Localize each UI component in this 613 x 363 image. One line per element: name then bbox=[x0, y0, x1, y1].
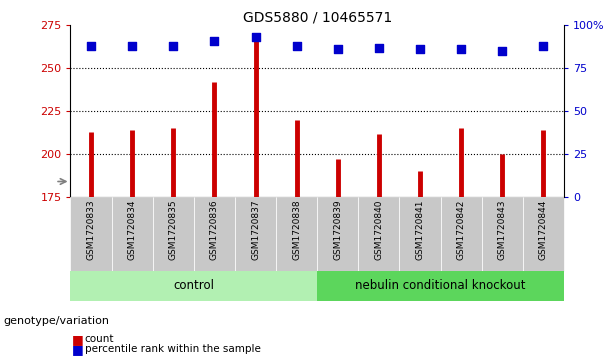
Text: GSM1720833: GSM1720833 bbox=[86, 199, 96, 260]
Bar bbox=[482, 197, 523, 271]
Bar bbox=[153, 197, 194, 271]
Point bbox=[251, 34, 261, 40]
Bar bbox=[523, 197, 564, 271]
Text: percentile rank within the sample: percentile rank within the sample bbox=[85, 344, 261, 354]
Text: genotype/variation: genotype/variation bbox=[3, 316, 109, 326]
Text: control: control bbox=[173, 280, 215, 293]
Text: GSM1720842: GSM1720842 bbox=[457, 199, 466, 260]
Point bbox=[292, 43, 302, 49]
Text: ■: ■ bbox=[72, 343, 84, 356]
Point bbox=[497, 48, 507, 54]
Bar bbox=[441, 197, 482, 271]
Point bbox=[538, 43, 548, 49]
Text: GSM1720839: GSM1720839 bbox=[333, 199, 342, 260]
Point bbox=[210, 38, 219, 44]
Text: count: count bbox=[85, 334, 114, 344]
Bar bbox=[194, 197, 235, 271]
Text: ■: ■ bbox=[72, 333, 84, 346]
Point bbox=[415, 46, 425, 52]
Text: GSM1720844: GSM1720844 bbox=[539, 199, 548, 260]
Text: GSM1720837: GSM1720837 bbox=[251, 199, 260, 260]
Text: GSM1720843: GSM1720843 bbox=[498, 199, 507, 260]
Text: GSM1720836: GSM1720836 bbox=[210, 199, 219, 260]
Point bbox=[456, 46, 466, 52]
Point bbox=[333, 46, 343, 52]
Text: nebulin conditional knockout: nebulin conditional knockout bbox=[356, 280, 526, 293]
Bar bbox=[318, 197, 359, 271]
Bar bbox=[400, 197, 441, 271]
Text: GSM1720835: GSM1720835 bbox=[169, 199, 178, 260]
Bar bbox=[276, 197, 318, 271]
Point bbox=[128, 43, 137, 49]
Bar bbox=[70, 271, 318, 301]
Bar bbox=[235, 197, 276, 271]
Bar bbox=[70, 197, 112, 271]
Bar bbox=[112, 197, 153, 271]
Title: GDS5880 / 10465571: GDS5880 / 10465571 bbox=[243, 10, 392, 24]
Text: GSM1720841: GSM1720841 bbox=[416, 199, 425, 260]
Text: GSM1720840: GSM1720840 bbox=[375, 199, 383, 260]
Point bbox=[86, 43, 96, 49]
Bar bbox=[359, 197, 400, 271]
Point bbox=[374, 45, 384, 50]
Text: GSM1720838: GSM1720838 bbox=[292, 199, 301, 260]
Bar bbox=[318, 271, 564, 301]
Point bbox=[169, 43, 178, 49]
Text: GSM1720834: GSM1720834 bbox=[128, 199, 137, 260]
